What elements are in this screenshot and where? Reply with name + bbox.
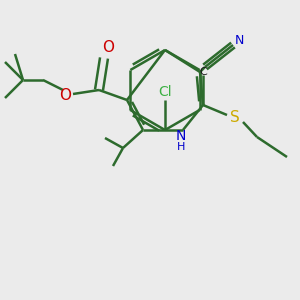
Text: H: H — [177, 142, 185, 152]
Text: S: S — [230, 110, 240, 124]
Text: Cl: Cl — [158, 85, 172, 99]
Text: C: C — [199, 67, 207, 77]
Text: O: O — [102, 40, 114, 56]
Text: N: N — [234, 34, 244, 46]
Text: O: O — [59, 88, 71, 104]
Text: N: N — [176, 129, 186, 143]
